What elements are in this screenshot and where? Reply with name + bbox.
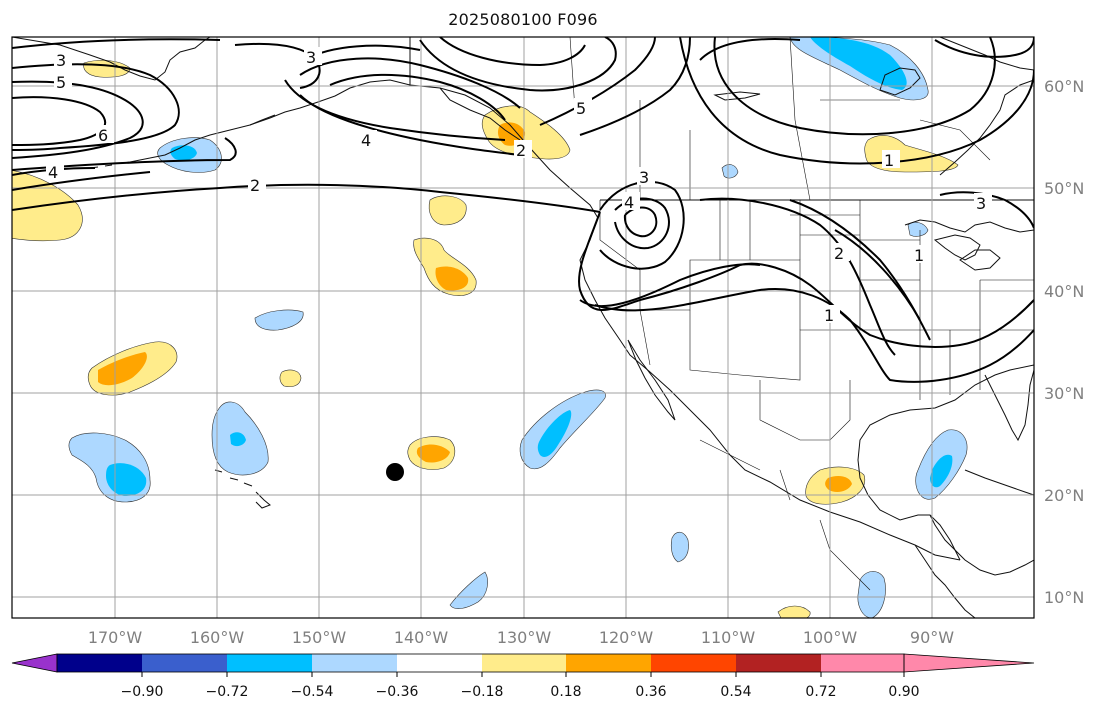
latitude-label: 40°N: [1044, 282, 1084, 301]
longitude-label: 170°W: [88, 628, 143, 647]
colorbar-extend-high: [903, 653, 1035, 673]
colorbar-tick-label: 0.90: [888, 684, 919, 700]
longitude-label: 120°W: [599, 628, 654, 647]
contour-label: 1: [824, 306, 834, 325]
longitude-label: 100°W: [803, 628, 858, 647]
longitude-label: 140°W: [394, 628, 449, 647]
longitude-label: 110°W: [701, 628, 756, 647]
colorbar-tick-label: −0.72: [206, 684, 249, 700]
latitude-label: 20°N: [1044, 486, 1084, 505]
contour-label: 5: [56, 73, 66, 92]
coastlines-and-borders: [12, 37, 1034, 618]
contour-label: 2: [834, 244, 844, 263]
contour-label: 2: [250, 176, 260, 195]
location-marker-dot: [386, 463, 404, 481]
colorbar-segment: [482, 654, 566, 672]
longitude-label: 90°W: [910, 628, 954, 647]
latitude-label: 60°N: [1044, 77, 1084, 96]
contour-label: 5: [576, 99, 586, 118]
contour-lines: [12, 37, 1034, 383]
colorbar-outline: [56, 653, 905, 673]
latitude-axis: 60°N 50°N 40°N 30°N 20°N 10°N: [1044, 77, 1084, 607]
longitude-label: 150°W: [292, 628, 347, 647]
colorbar-segment: [736, 654, 821, 672]
latitude-label: 10°N: [1044, 588, 1084, 607]
colorbar-segment: [312, 654, 397, 672]
colorbar-tick-label: 0.72: [805, 684, 836, 700]
longitude-label: 130°W: [497, 628, 552, 647]
longitude-axis: 170°W 160°W 150°W 140°W 130°W 120°W 110°…: [88, 628, 954, 647]
colorbar-segment: [397, 654, 482, 672]
contour-label: 4: [624, 193, 634, 212]
map-title: 2025080100 F096: [448, 10, 598, 29]
colorbar-extend-low: [11, 653, 58, 673]
colorbar: −0.90 −0.72 −0.54 −0.36 −0.18 0.18 0.36 …: [11, 653, 1035, 700]
colorbar-tick-label: −0.36: [376, 684, 419, 700]
colorbar-tick-label: −0.54: [291, 684, 334, 700]
colorbar-segment: [227, 654, 312, 672]
map-gridlines: [12, 37, 1034, 618]
contour-label: 3: [56, 51, 66, 70]
latitude-label: 30°N: [1044, 384, 1084, 403]
contour-label: 3: [976, 194, 986, 213]
contour-label: 2: [516, 141, 526, 160]
contour-label: 3: [306, 48, 316, 67]
colorbar-tick-label: 0.36: [635, 684, 666, 700]
contour-label: 1: [914, 246, 924, 265]
colorbar-segment: [57, 654, 142, 672]
longitude-label: 160°W: [190, 628, 245, 647]
contour-label: 4: [361, 131, 371, 150]
colorbar-tick-label: 0.54: [720, 684, 751, 700]
colorbar-tick-label: −0.90: [121, 684, 164, 700]
colorbar-tick-label: −0.18: [461, 684, 504, 700]
colorbar-tick-label: 0.18: [550, 684, 581, 700]
contour-label: 4: [48, 163, 58, 182]
contour-label-group: 3 5 6 4 2 3 4 5 3 4 2 1 1 2: [46, 47, 992, 325]
contour-label: 1: [884, 151, 894, 170]
map-frame: [11, 36, 1035, 619]
colorbar-segment: [821, 654, 904, 672]
colorbar-segment: [566, 654, 651, 672]
colorbar-segment: [142, 654, 227, 672]
contour-label: 6: [98, 126, 108, 145]
colorbar-ticks: [141, 672, 905, 677]
contour-label: 3: [639, 168, 649, 187]
colorbar-segment: [651, 654, 736, 672]
state-borders: [569, 37, 1034, 591]
latitude-label: 50°N: [1044, 179, 1084, 198]
